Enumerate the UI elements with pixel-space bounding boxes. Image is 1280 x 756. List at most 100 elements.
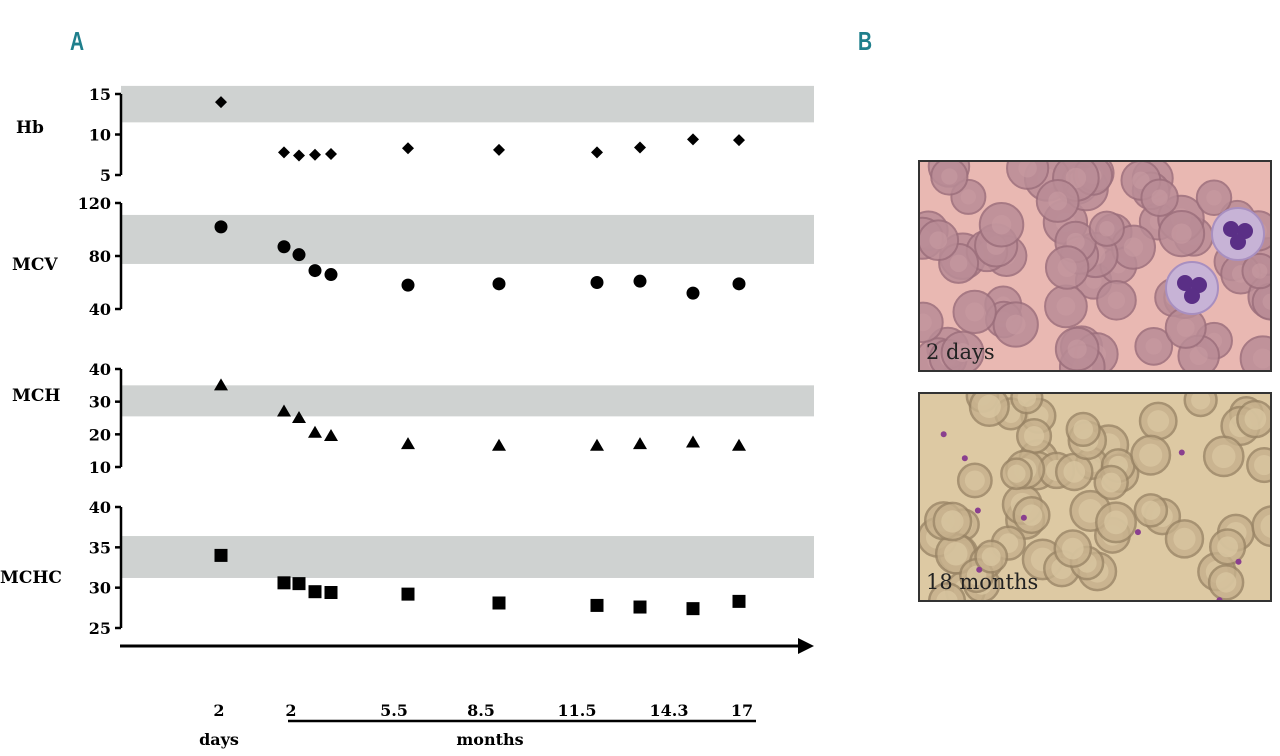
point-hb-3 <box>309 148 321 161</box>
cell-central-pallor <box>1020 504 1043 526</box>
platelet <box>961 455 968 462</box>
reference-range-band-mchc <box>121 536 814 578</box>
cell-central-pallor <box>929 231 948 250</box>
point-mch-3 <box>308 425 322 438</box>
point-mchc-5 <box>401 587 415 601</box>
y-tick-label-hb-2: 15 <box>89 85 111 104</box>
y-tick-label-mchc-2: 35 <box>89 538 111 557</box>
y-tick-label-mchc-3: 40 <box>89 498 111 517</box>
y-tick-label-mcv-0: 40 <box>89 300 111 319</box>
platelet <box>1178 449 1185 456</box>
point-mch-6 <box>492 438 506 451</box>
neutrophil-nucleus-lobe <box>1223 221 1239 237</box>
cell-central-pallor <box>991 214 1012 235</box>
point-mcv-1 <box>277 240 291 254</box>
cell-central-pallor <box>1104 510 1128 535</box>
cell-central-pallor <box>981 547 1001 567</box>
cell-central-pallor <box>1101 472 1122 493</box>
cell-central-pallor <box>936 590 958 600</box>
point-hb-10 <box>733 134 745 147</box>
cell-central-pallor <box>1023 425 1045 447</box>
micrograph-18-months: 18 months <box>918 392 1272 602</box>
y-tick-label-mch-2: 30 <box>89 393 111 412</box>
point-hb-8 <box>634 141 646 154</box>
red-blood-cell <box>1251 282 1270 321</box>
platelet <box>940 431 947 438</box>
cell-central-pallor <box>1206 190 1222 206</box>
x-tick-label-6: 17 <box>731 701 753 720</box>
cell-central-pallor <box>1067 339 1087 359</box>
blood-smear-image-2-days <box>920 162 1270 370</box>
y-tick-label-hb-0: 5 <box>100 166 111 185</box>
cell-central-pallor <box>1176 318 1195 337</box>
cell-central-pallor <box>1151 189 1168 206</box>
platelet <box>1235 558 1242 565</box>
cell-central-pallor <box>949 254 968 273</box>
x-tick-label-1: 2 <box>285 701 296 720</box>
blood-smear-image-18-months <box>920 394 1270 600</box>
reference-range-band-mch <box>121 385 814 417</box>
point-mch-5 <box>401 437 415 450</box>
neutrophil-nucleus-lobe <box>1184 288 1200 304</box>
y-tick-label-mch-0: 10 <box>89 458 111 477</box>
point-mch-8 <box>633 437 647 450</box>
reference-range-band-mcv <box>121 214 814 264</box>
point-mchc-1 <box>277 576 291 590</box>
platelet <box>1216 597 1223 600</box>
point-hb-9 <box>687 133 699 146</box>
cell-central-pallor <box>953 343 973 363</box>
point-mch-4 <box>324 428 338 441</box>
cell-central-pallor <box>920 313 932 332</box>
time-axis-arrowhead <box>798 638 814 654</box>
point-mchc-0 <box>214 548 228 562</box>
point-hb-6 <box>493 143 505 156</box>
y-tick-label-mcv-1: 80 <box>89 247 111 266</box>
cell-central-pallor <box>1139 443 1163 467</box>
point-mchc-2 <box>292 577 306 591</box>
neutrophil-nucleus-lobe <box>1230 234 1246 250</box>
platelet <box>1134 529 1141 536</box>
cell-central-pallor <box>1123 237 1144 257</box>
point-mcv-5 <box>401 278 415 292</box>
cell-central-pallor <box>1215 572 1237 593</box>
cell-central-pallor <box>1063 461 1086 483</box>
point-mcv-0 <box>214 220 228 234</box>
point-hb-5 <box>402 142 414 155</box>
cell-central-pallor <box>1252 348 1270 369</box>
x-tick-label-0: 2 <box>213 701 224 720</box>
cell-central-pallor <box>941 168 958 185</box>
y-tick-label-mch-1: 20 <box>89 425 111 444</box>
cell-central-pallor <box>1262 293 1270 310</box>
cell-central-pallor <box>1254 455 1270 476</box>
point-hb-0 <box>215 96 227 109</box>
point-mcv-4 <box>324 268 338 282</box>
y-tick-label-mcv-2: 120 <box>78 194 111 213</box>
point-mchc-6 <box>492 596 506 610</box>
cell-central-pallor <box>1107 291 1126 309</box>
y-tick-label-mchc-0: 25 <box>89 619 111 638</box>
point-mcv-2 <box>292 248 306 262</box>
x-unit-days: days <box>199 730 239 749</box>
point-mchc-9 <box>686 602 700 616</box>
x-tick-label-3: 8.5 <box>467 701 495 720</box>
cell-central-pallor <box>1212 444 1236 469</box>
cell-central-pallor <box>1007 464 1026 483</box>
reference-range-band-hb <box>121 85 814 123</box>
cell-central-pallor <box>943 541 968 566</box>
cell-central-pallor <box>1173 527 1196 550</box>
platelet <box>976 566 983 573</box>
cell-central-pallor <box>1099 221 1115 237</box>
x-tick-label-4: 11.5 <box>558 701 597 720</box>
panel-letter-a: A <box>70 26 85 56</box>
cell-central-pallor <box>1132 171 1150 190</box>
point-mchc-8 <box>633 600 647 614</box>
cell-central-pallor <box>1017 394 1037 407</box>
platelet <box>1020 514 1027 521</box>
x-tick-label-5: 14.3 <box>650 701 689 720</box>
point-mchc-7 <box>590 598 604 612</box>
x-tick-label-2: 5.5 <box>380 701 408 720</box>
point-mch-2 <box>292 411 306 423</box>
subplot-label-mcv: MCV <box>12 255 58 275</box>
point-hb-4 <box>325 147 337 160</box>
point-mch-0 <box>214 378 228 391</box>
